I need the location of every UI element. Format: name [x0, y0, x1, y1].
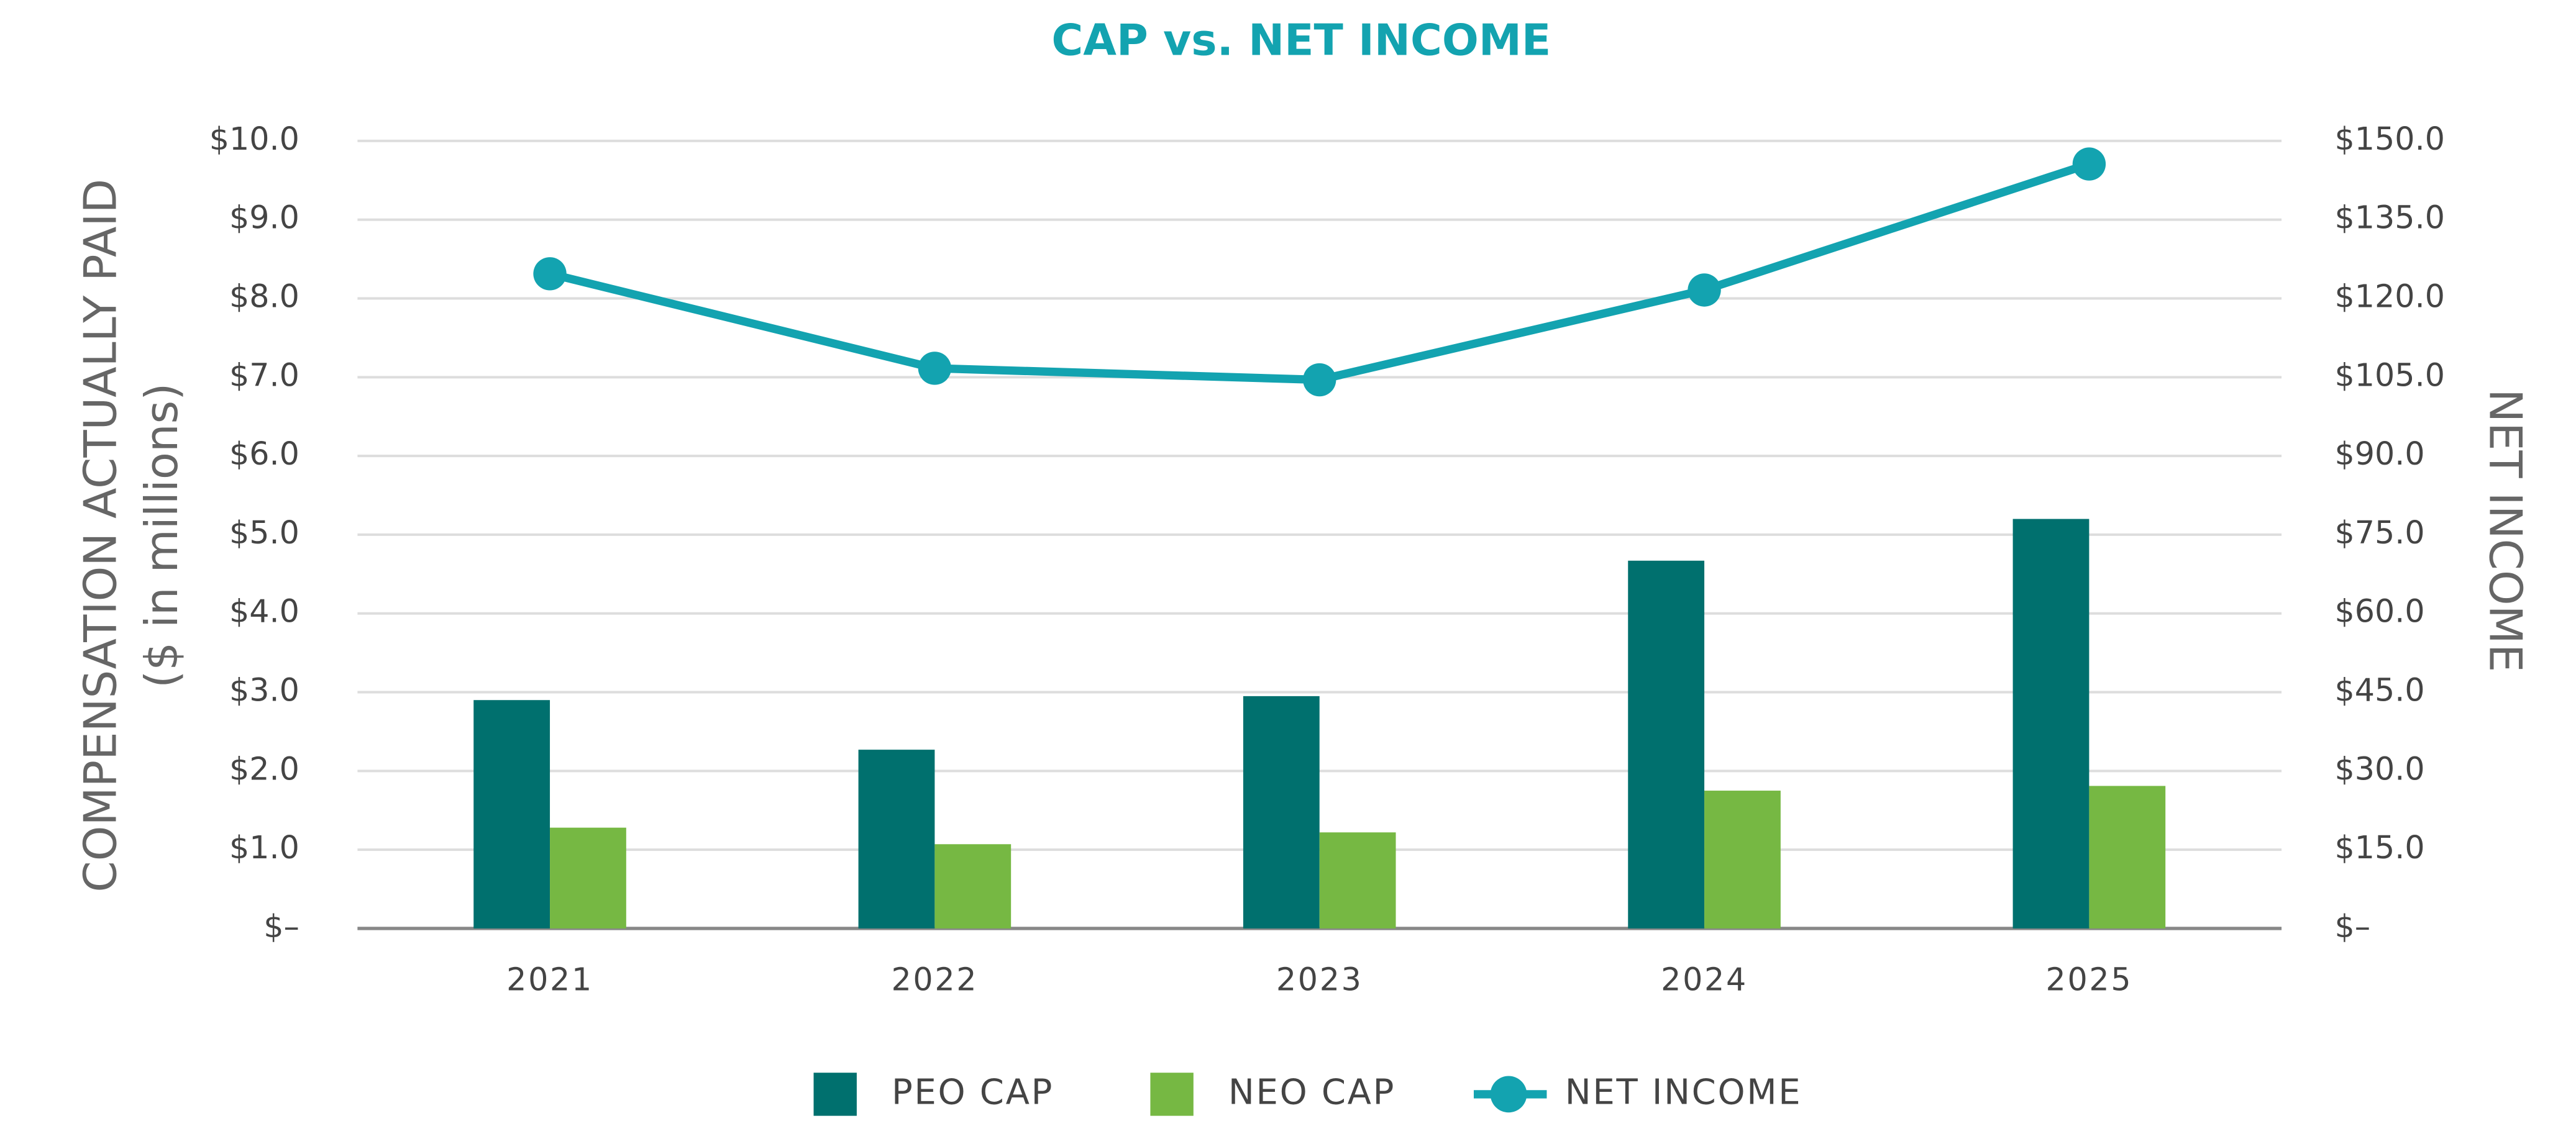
y-tick-label: $3.0: [229, 672, 299, 709]
y-tick-label: $–: [263, 908, 299, 945]
y2-tick-label: $135.0: [2334, 199, 2444, 236]
bar: [1628, 560, 1705, 928]
legend-label: NET INCOME: [1565, 1073, 1802, 1113]
bar: [1319, 832, 1396, 928]
x-tick-label: 2021: [506, 961, 593, 997]
y2-tick-label: $105.0: [2334, 356, 2444, 393]
y-tick-label: $7.0: [229, 356, 299, 393]
legend-swatch: [813, 1073, 857, 1116]
bar: [2012, 519, 2090, 928]
y-tick-label: $8.0: [229, 278, 299, 315]
x-tick-label: 2022: [891, 961, 978, 997]
y2-tick-label: $–: [2334, 908, 2370, 945]
bar: [1704, 791, 1781, 928]
bar: [934, 844, 1012, 928]
y-tick-label: $2.0: [229, 750, 299, 787]
y2-tick-label: $45.0: [2334, 672, 2424, 709]
legend-label: NEO CAP: [1228, 1073, 1395, 1113]
chart-title: CAP vs. NET INCOME: [1051, 16, 1551, 65]
line-marker: [1303, 363, 1336, 397]
line-marker: [533, 257, 567, 291]
y-axis-label: COMPENSATION ACTUALLY PAID: [74, 179, 126, 892]
x-tick-label: 2025: [2046, 961, 2133, 997]
y2-axis-label: NET INCOME: [2480, 389, 2532, 672]
y2-tick-label: $90.0: [2334, 435, 2424, 472]
x-tick-label: 2024: [1661, 961, 1748, 997]
line: [549, 160, 2091, 384]
line-marker: [2072, 147, 2106, 181]
y-tick-label: $10.0: [209, 120, 299, 157]
y2-tick-label: $75.0: [2334, 514, 2424, 551]
legend-swatch: [1150, 1073, 1194, 1116]
y-tick-label: $9.0: [229, 199, 299, 236]
legend-marker: [1490, 1076, 1527, 1113]
line-marker: [1688, 273, 1721, 307]
y-axis-sublabel: ($ in millions): [135, 383, 188, 688]
line-marker: [918, 352, 952, 385]
y-tick-label: $5.0: [229, 514, 299, 551]
x-tick-label: 2023: [1276, 961, 1363, 997]
y-tick-label: $4.0: [229, 593, 299, 630]
legend-label: PEO CAP: [892, 1073, 1054, 1113]
y-tick-label: $1.0: [229, 829, 299, 866]
y2-tick-label: $60.0: [2334, 593, 2424, 630]
bar: [858, 750, 935, 928]
y-tick-label: $6.0: [229, 435, 299, 472]
y2-tick-label: $150.0: [2334, 120, 2444, 157]
y2-tick-label: $30.0: [2334, 750, 2424, 787]
y2-tick-label: $120.0: [2334, 278, 2444, 315]
bar: [1243, 696, 1320, 928]
bar: [2089, 786, 2166, 928]
bar: [550, 827, 626, 928]
y2-tick-label: $15.0: [2334, 829, 2424, 866]
bar: [473, 700, 550, 928]
